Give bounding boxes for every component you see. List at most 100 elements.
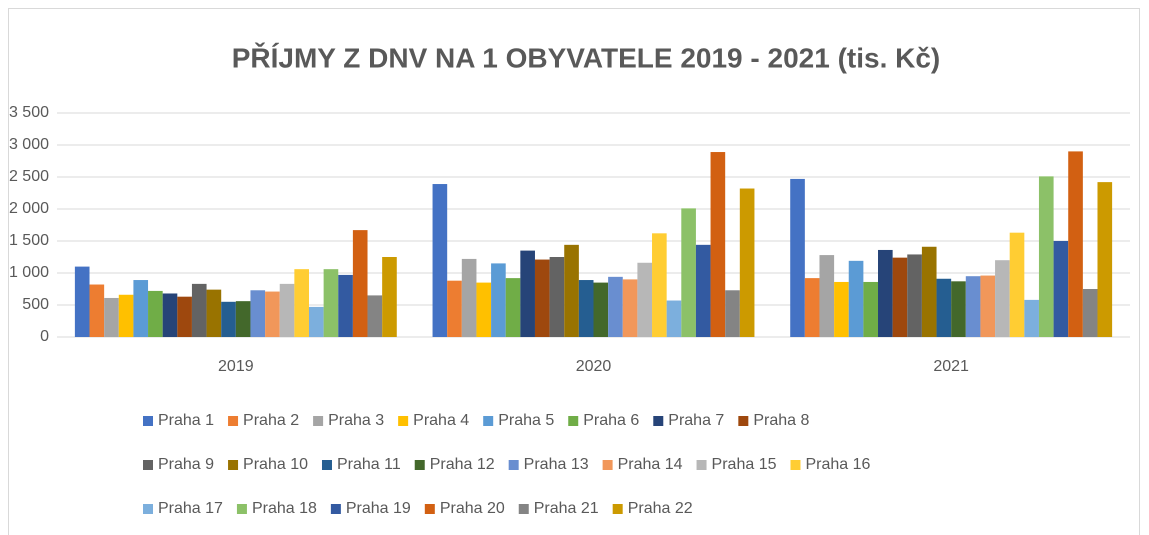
bar [265, 291, 280, 337]
y-tick-label: 2 000 [9, 200, 49, 217]
bar [951, 281, 966, 337]
bar [578, 280, 594, 337]
chart-title: PŘÍJMY Z DNV NA 1 OBYVATELE 2019 - 2021 … [232, 42, 941, 73]
bar [89, 284, 105, 337]
bar [367, 295, 383, 337]
bar [279, 283, 295, 337]
bar [294, 269, 309, 337]
bar [907, 254, 922, 337]
bar [447, 280, 462, 337]
legend-swatch [612, 504, 623, 514]
bar [790, 178, 805, 337]
legend-label: Praha 22 [628, 500, 693, 517]
bar [382, 257, 397, 337]
bar [965, 276, 981, 337]
bar [491, 263, 506, 337]
bar [191, 283, 207, 337]
y-tick-label: 1 500 [9, 232, 49, 249]
bar [695, 244, 711, 337]
bar [235, 301, 251, 337]
legend-label: Praha 14 [618, 456, 683, 473]
bar [608, 276, 623, 337]
legend-label: Praha 11 [337, 456, 401, 473]
bar [505, 278, 521, 337]
legend-label: Praha 13 [524, 456, 589, 473]
legend-swatch [424, 504, 435, 514]
bar [593, 282, 609, 337]
legend-swatch [738, 416, 749, 426]
legend-swatch [143, 460, 153, 470]
y-tick-label: 3 000 [9, 136, 49, 153]
bar [739, 188, 755, 337]
legend-swatch [143, 504, 153, 514]
legend-swatch [228, 460, 239, 470]
bar [323, 269, 339, 337]
legend-swatch [143, 416, 153, 426]
bar [534, 259, 550, 337]
legend-label: Praha 10 [243, 456, 308, 473]
legend-label: Praha 1 [158, 412, 214, 429]
legend-swatch [790, 460, 801, 470]
y-tick-label: 0 [40, 328, 49, 345]
legend-label: Praha 21 [534, 500, 599, 517]
bar [681, 208, 696, 337]
legend-swatch [696, 460, 707, 470]
bar [74, 266, 90, 337]
bar [652, 233, 667, 337]
bar [118, 294, 134, 337]
bar [1097, 182, 1113, 337]
bar [549, 257, 565, 337]
bar [863, 281, 879, 337]
bar [710, 152, 726, 337]
bar [461, 258, 477, 337]
bar [936, 278, 952, 337]
legend-label: Praha 16 [805, 456, 870, 473]
legend-swatch [228, 416, 239, 426]
y-tick-label: 3 500 [9, 104, 49, 121]
legend-label: Praha 20 [440, 500, 505, 517]
legend-label: Praha 9 [158, 456, 214, 473]
bar [1038, 176, 1054, 337]
legend-swatch [321, 460, 332, 470]
bar [995, 260, 1010, 337]
legend-swatch [568, 416, 579, 426]
legend-label: Praha 15 [712, 456, 777, 473]
legend-label: Praha 19 [346, 500, 411, 517]
bar [848, 260, 864, 337]
y-tick-label: 1 000 [9, 264, 49, 281]
x-tick-label: 2019 [218, 358, 254, 375]
bar [133, 280, 149, 337]
bar [432, 184, 448, 337]
bar [637, 262, 653, 337]
legend-label: Praha 2 [243, 412, 299, 429]
legend-swatch [398, 416, 409, 426]
bar [352, 230, 368, 337]
bar [250, 290, 266, 337]
legend-swatch [653, 416, 664, 426]
legend-label: Praha 4 [413, 412, 469, 429]
legend-swatch [236, 504, 247, 514]
legend-swatch [414, 460, 425, 470]
x-tick-label: 2020 [576, 358, 612, 375]
bar [725, 290, 740, 337]
bar [520, 250, 535, 337]
legend-label: Praha 17 [158, 500, 223, 517]
bar [1082, 289, 1098, 337]
bar [148, 290, 163, 337]
bar [221, 301, 236, 337]
bar [878, 249, 893, 337]
legend-label: Praha 6 [583, 412, 639, 429]
legend-swatch [508, 460, 519, 470]
legend-label: Praha 12 [430, 456, 495, 473]
bar [476, 282, 492, 337]
bar [804, 278, 820, 337]
legend-label: Praha 5 [498, 412, 554, 429]
y-tick-label: 2 500 [9, 168, 49, 185]
bar [162, 293, 178, 337]
bar [892, 257, 908, 337]
bar [1024, 299, 1039, 337]
y-tick-label: 500 [22, 296, 49, 313]
legend-label: Praha 8 [753, 412, 809, 429]
bar [177, 296, 192, 337]
bar [834, 281, 849, 337]
